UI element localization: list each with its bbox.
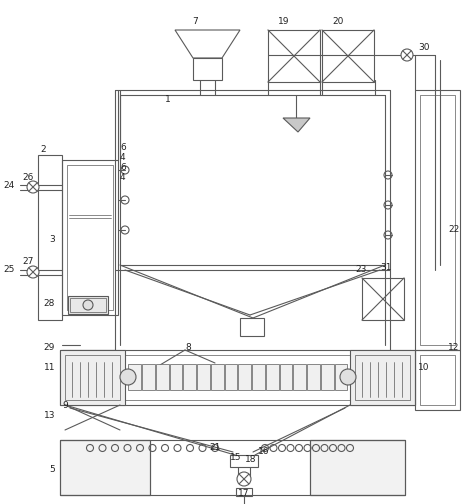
Text: 18: 18: [245, 456, 256, 465]
Bar: [280, 364, 292, 390]
Text: 24: 24: [4, 180, 15, 190]
Bar: [268, 30, 320, 82]
Bar: [355, 355, 410, 400]
Bar: [362, 278, 404, 320]
Bar: [252, 364, 265, 390]
Bar: [70, 298, 106, 312]
Circle shape: [27, 266, 39, 278]
Bar: [38, 155, 62, 320]
Bar: [240, 318, 264, 336]
Text: 22: 22: [448, 225, 459, 234]
Text: 28: 28: [44, 299, 55, 308]
Text: 17: 17: [238, 489, 250, 498]
Text: 21: 21: [210, 443, 221, 452]
Text: 2: 2: [40, 146, 46, 155]
Text: 10: 10: [418, 363, 429, 372]
Text: 25: 25: [4, 266, 15, 275]
Text: 13: 13: [44, 410, 55, 419]
Circle shape: [237, 472, 251, 486]
Bar: [60, 350, 125, 405]
Text: 6: 6: [120, 163, 126, 172]
Bar: [211, 364, 224, 390]
Bar: [68, 296, 108, 314]
Circle shape: [340, 369, 356, 385]
Bar: [156, 364, 169, 390]
Bar: [293, 364, 306, 390]
Text: 12: 12: [448, 344, 459, 352]
Text: 15: 15: [230, 453, 241, 462]
Bar: [170, 364, 182, 390]
Polygon shape: [283, 118, 310, 132]
Text: 9: 9: [62, 401, 68, 409]
Bar: [335, 364, 347, 390]
Text: 26: 26: [22, 172, 33, 181]
Text: 31: 31: [380, 264, 392, 273]
Text: 29: 29: [44, 344, 55, 352]
Bar: [62, 160, 118, 315]
Bar: [420, 355, 455, 405]
Text: 4: 4: [120, 173, 126, 182]
Bar: [142, 364, 155, 390]
Bar: [350, 350, 415, 405]
Bar: [65, 355, 120, 400]
Text: 8: 8: [185, 344, 191, 352]
Bar: [197, 364, 210, 390]
Text: 19: 19: [278, 18, 290, 27]
Bar: [225, 364, 237, 390]
Text: 23: 23: [355, 266, 366, 275]
Bar: [420, 95, 455, 345]
Text: 6: 6: [120, 144, 126, 153]
Bar: [238, 364, 251, 390]
Text: 30: 30: [418, 42, 429, 51]
Bar: [236, 488, 252, 496]
Text: 16: 16: [258, 447, 270, 456]
Bar: [67, 165, 113, 310]
Bar: [322, 30, 374, 82]
Text: 27: 27: [22, 258, 33, 267]
Bar: [321, 364, 334, 390]
Bar: [266, 364, 279, 390]
Text: 3: 3: [49, 235, 55, 244]
Bar: [65, 355, 410, 400]
Text: 20: 20: [332, 18, 344, 27]
Bar: [183, 364, 196, 390]
Bar: [415, 350, 460, 410]
Bar: [128, 364, 141, 390]
Text: 11: 11: [44, 363, 55, 372]
Bar: [310, 440, 405, 495]
Circle shape: [83, 300, 93, 310]
Text: 7: 7: [192, 18, 198, 27]
Text: 4: 4: [120, 154, 126, 162]
Bar: [310, 440, 405, 495]
Bar: [230, 455, 258, 467]
Bar: [60, 350, 415, 405]
Bar: [60, 440, 150, 495]
Bar: [193, 58, 222, 80]
Circle shape: [120, 369, 136, 385]
Bar: [307, 364, 320, 390]
Text: 5: 5: [49, 466, 55, 474]
Bar: [60, 440, 150, 495]
Text: 1: 1: [165, 95, 171, 104]
Circle shape: [401, 49, 413, 61]
Circle shape: [27, 181, 39, 193]
Bar: [415, 90, 460, 350]
